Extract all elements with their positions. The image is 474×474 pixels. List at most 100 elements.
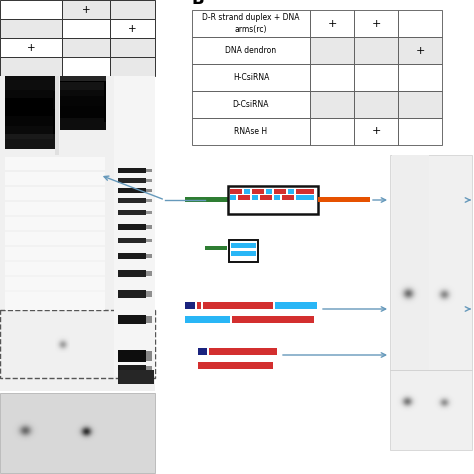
Bar: [64, 352, 65, 353]
Bar: [57, 351, 58, 352]
Bar: [67, 343, 68, 344]
Bar: [395, 279, 396, 280]
Bar: [98, 418, 99, 419]
Bar: [56, 351, 57, 352]
Bar: [396, 413, 397, 414]
Bar: [444, 286, 445, 287]
Bar: [35, 428, 36, 429]
Bar: [87, 424, 88, 425]
Bar: [69, 350, 70, 351]
Bar: [91, 442, 92, 443]
Bar: [455, 402, 456, 403]
Bar: [36, 442, 37, 443]
Bar: [37, 439, 38, 440]
Bar: [414, 307, 415, 308]
Bar: [409, 402, 410, 403]
Bar: [81, 424, 82, 425]
Bar: [22, 421, 23, 422]
Bar: [454, 295, 455, 296]
Bar: [410, 284, 411, 285]
Bar: [10, 436, 11, 437]
Bar: [420, 301, 421, 302]
Bar: [403, 404, 404, 405]
Bar: [395, 287, 396, 288]
Bar: [407, 406, 408, 407]
Bar: [453, 302, 454, 303]
Bar: [118, 188, 146, 193]
Bar: [418, 394, 419, 395]
Bar: [413, 396, 414, 397]
Bar: [31, 439, 32, 440]
Bar: [39, 443, 40, 444]
Bar: [95, 417, 96, 418]
Bar: [404, 402, 405, 403]
Bar: [12, 441, 13, 442]
Bar: [414, 279, 415, 280]
Bar: [435, 400, 436, 401]
Bar: [35, 442, 36, 443]
Bar: [415, 408, 416, 409]
Bar: [413, 405, 414, 406]
Bar: [99, 443, 100, 444]
Bar: [36, 426, 37, 427]
Bar: [403, 283, 404, 284]
Bar: [419, 300, 420, 301]
Bar: [81, 421, 82, 422]
Bar: [57, 350, 58, 351]
Bar: [397, 292, 398, 293]
Bar: [417, 304, 418, 305]
Bar: [78, 443, 79, 444]
Bar: [450, 406, 451, 407]
Bar: [410, 300, 411, 301]
Bar: [10, 438, 11, 439]
Bar: [31, 423, 32, 424]
Bar: [400, 397, 401, 398]
Bar: [77, 434, 78, 435]
Bar: [98, 424, 99, 425]
Bar: [34, 424, 35, 425]
Bar: [77, 444, 78, 445]
Bar: [230, 195, 236, 200]
Bar: [79, 426, 80, 427]
Bar: [452, 400, 453, 401]
Bar: [84, 441, 85, 442]
Bar: [81, 437, 82, 438]
Bar: [443, 287, 444, 288]
Bar: [420, 293, 421, 294]
Bar: [396, 391, 397, 392]
Bar: [448, 394, 449, 395]
Bar: [12, 424, 13, 425]
Bar: [83, 443, 84, 444]
Bar: [84, 428, 85, 429]
Bar: [397, 293, 398, 294]
Bar: [73, 442, 74, 443]
Bar: [60, 341, 61, 342]
Bar: [439, 405, 440, 406]
Bar: [403, 412, 404, 413]
Bar: [436, 293, 437, 294]
Bar: [416, 406, 417, 407]
Bar: [38, 424, 39, 425]
Bar: [34, 442, 35, 443]
Bar: [444, 281, 445, 282]
Bar: [454, 412, 455, 413]
Bar: [401, 296, 402, 297]
Bar: [392, 155, 429, 370]
Bar: [419, 291, 420, 292]
Bar: [412, 411, 413, 412]
Bar: [451, 300, 452, 301]
Bar: [20, 442, 21, 443]
Bar: [72, 436, 73, 437]
Bar: [440, 406, 441, 407]
Bar: [454, 404, 455, 405]
Bar: [72, 425, 73, 426]
Bar: [75, 429, 76, 430]
Bar: [30, 422, 31, 423]
Bar: [10, 424, 11, 425]
Bar: [453, 301, 454, 302]
Bar: [437, 390, 438, 391]
Bar: [453, 413, 454, 414]
Bar: [38, 423, 39, 424]
Bar: [444, 306, 445, 307]
Bar: [395, 389, 396, 390]
